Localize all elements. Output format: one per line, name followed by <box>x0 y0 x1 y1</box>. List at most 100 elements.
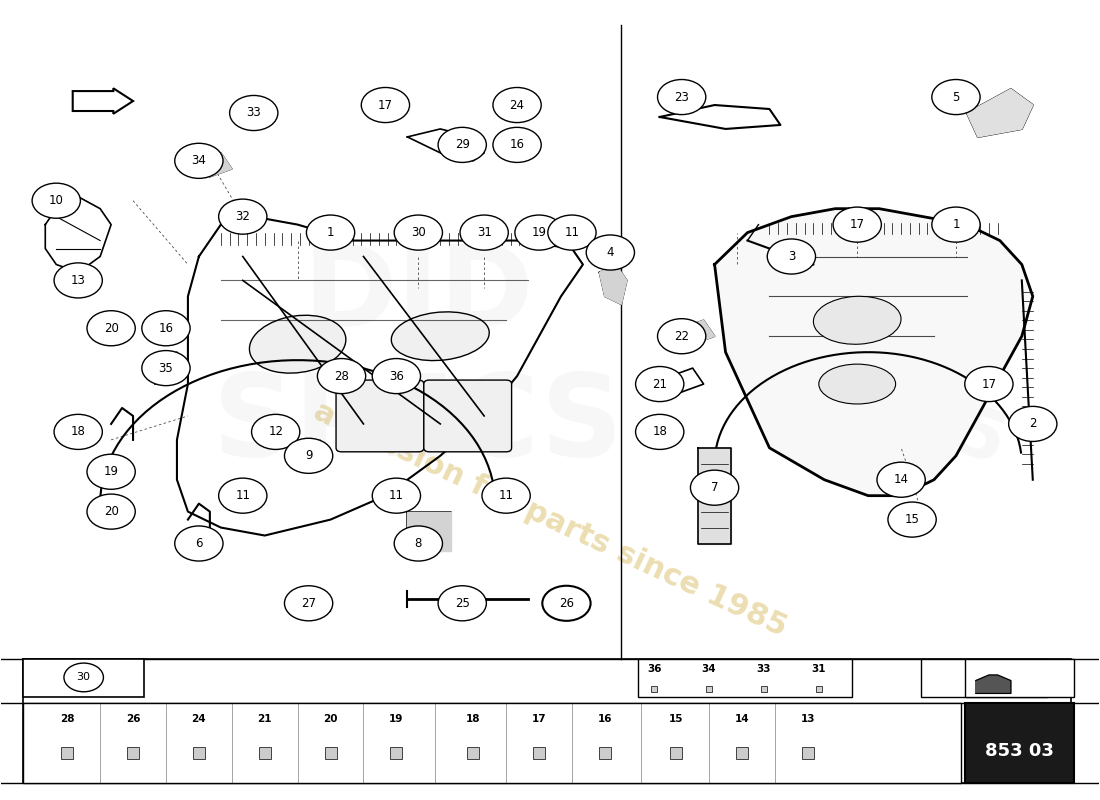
Text: 22: 22 <box>674 330 690 342</box>
Text: 34: 34 <box>702 665 716 674</box>
Text: 19: 19 <box>389 714 404 724</box>
Circle shape <box>877 462 925 498</box>
Text: 30: 30 <box>411 226 426 239</box>
Text: 28: 28 <box>60 714 75 724</box>
Text: 4: 4 <box>606 246 614 259</box>
FancyBboxPatch shape <box>336 380 424 452</box>
Circle shape <box>636 366 684 402</box>
Text: 34: 34 <box>191 154 207 167</box>
Circle shape <box>658 79 706 114</box>
Text: 16: 16 <box>597 714 612 724</box>
Polygon shape <box>407 512 451 551</box>
Text: 33: 33 <box>757 665 771 674</box>
Text: 27: 27 <box>301 597 316 610</box>
Text: 21: 21 <box>652 378 668 390</box>
Bar <box>965 659 1075 697</box>
Polygon shape <box>298 440 331 464</box>
Text: 11: 11 <box>389 489 404 502</box>
Text: 2: 2 <box>1028 418 1036 430</box>
Text: 31: 31 <box>476 226 492 239</box>
Circle shape <box>87 454 135 490</box>
Text: 14: 14 <box>735 714 749 724</box>
Circle shape <box>175 526 223 561</box>
Polygon shape <box>682 320 715 344</box>
Bar <box>23 703 961 782</box>
Text: 36: 36 <box>647 665 661 674</box>
Circle shape <box>87 310 135 346</box>
Circle shape <box>542 586 591 621</box>
Text: 18: 18 <box>466 714 481 724</box>
Polygon shape <box>600 265 627 304</box>
Text: 24: 24 <box>191 714 206 724</box>
Circle shape <box>252 414 300 450</box>
Circle shape <box>54 263 102 298</box>
Text: 24: 24 <box>509 98 525 111</box>
Text: 11: 11 <box>498 489 514 502</box>
Text: 30: 30 <box>77 673 90 682</box>
Circle shape <box>285 586 332 621</box>
Text: 20: 20 <box>103 322 119 334</box>
Text: 17: 17 <box>531 714 547 724</box>
Text: 17: 17 <box>378 98 393 111</box>
Text: 5: 5 <box>953 90 959 103</box>
Text: 32: 32 <box>235 210 250 223</box>
Text: 8: 8 <box>415 537 422 550</box>
Text: DID
SPECS: DID SPECS <box>212 241 624 480</box>
Text: 6: 6 <box>195 537 202 550</box>
Circle shape <box>493 87 541 122</box>
Text: a passion for parts since 1985: a passion for parts since 1985 <box>309 397 791 642</box>
Circle shape <box>372 358 420 394</box>
Circle shape <box>361 87 409 122</box>
Text: 20: 20 <box>323 714 338 724</box>
Polygon shape <box>698 448 732 543</box>
Ellipse shape <box>818 364 895 404</box>
Circle shape <box>219 199 267 234</box>
Text: 1985: 1985 <box>810 351 1014 481</box>
Circle shape <box>482 478 530 514</box>
Circle shape <box>767 239 815 274</box>
Text: 14: 14 <box>893 474 909 486</box>
Circle shape <box>372 478 420 514</box>
Text: 36: 36 <box>389 370 404 382</box>
Polygon shape <box>715 209 1033 496</box>
Text: 20: 20 <box>103 505 119 518</box>
Circle shape <box>833 207 881 242</box>
Text: 11: 11 <box>564 226 580 239</box>
Bar <box>23 659 144 697</box>
Ellipse shape <box>813 296 901 344</box>
Text: 12: 12 <box>268 426 283 438</box>
Circle shape <box>636 414 684 450</box>
Text: 1: 1 <box>953 218 959 231</box>
Text: 29: 29 <box>454 138 470 151</box>
Text: 10: 10 <box>48 194 64 207</box>
Text: 11: 11 <box>1020 665 1034 674</box>
Bar <box>965 703 1075 782</box>
Ellipse shape <box>250 315 345 373</box>
Text: 1: 1 <box>327 226 334 239</box>
Text: 21: 21 <box>257 714 272 724</box>
Text: 7: 7 <box>711 481 718 494</box>
Circle shape <box>394 526 442 561</box>
Text: 16: 16 <box>158 322 174 334</box>
Text: 23: 23 <box>674 90 689 103</box>
Circle shape <box>54 414 102 450</box>
Circle shape <box>438 127 486 162</box>
Circle shape <box>142 350 190 386</box>
Circle shape <box>307 215 354 250</box>
Text: 26: 26 <box>125 714 141 724</box>
Text: 25: 25 <box>454 597 470 610</box>
Bar <box>921 659 1047 697</box>
Circle shape <box>965 366 1013 402</box>
Text: 18: 18 <box>652 426 668 438</box>
Circle shape <box>586 235 635 270</box>
Circle shape <box>548 215 596 250</box>
Circle shape <box>515 215 563 250</box>
Circle shape <box>460 215 508 250</box>
Text: 35: 35 <box>158 362 174 374</box>
Circle shape <box>1009 406 1057 442</box>
Circle shape <box>64 663 103 692</box>
Circle shape <box>394 215 442 250</box>
Text: 3: 3 <box>788 250 795 263</box>
Circle shape <box>888 502 936 537</box>
Polygon shape <box>976 675 1011 694</box>
